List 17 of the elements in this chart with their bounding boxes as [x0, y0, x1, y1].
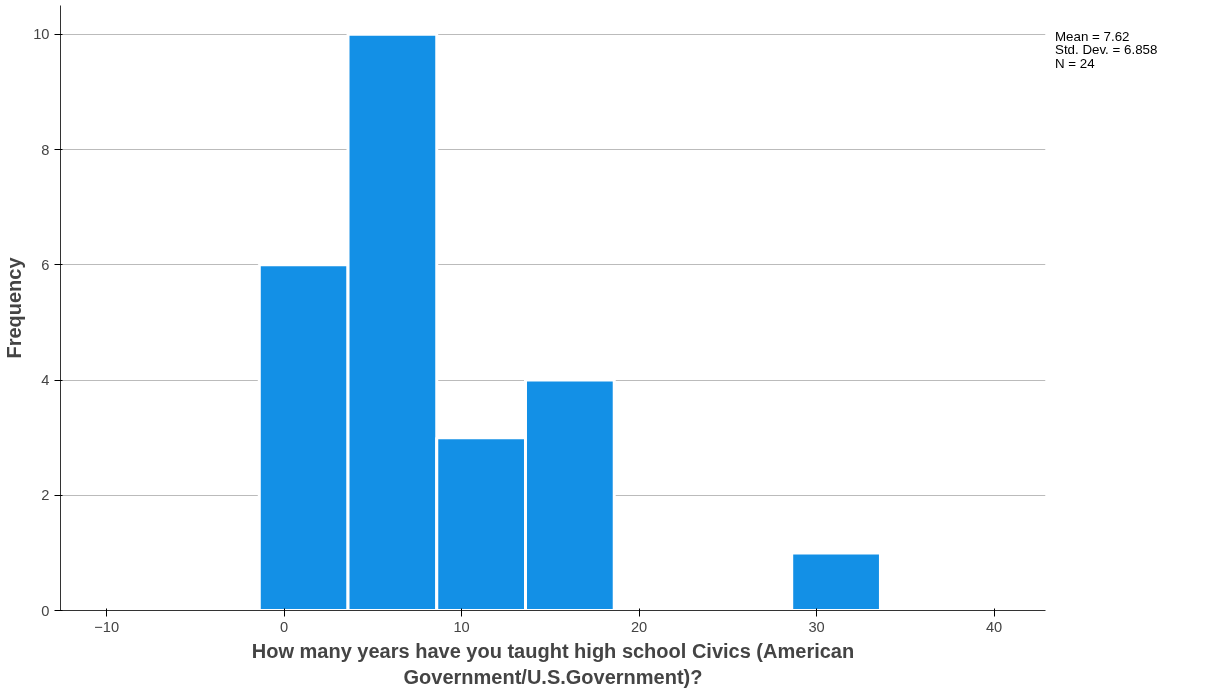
y-tick-label: 6 — [41, 256, 50, 273]
x-tick-label: 10 — [453, 618, 470, 635]
x-tick-label: 20 — [630, 618, 648, 635]
y-axis-title: Frequency — [3, 256, 26, 359]
x-tick-label: 0 — [280, 618, 289, 635]
y-tick-label: 0 — [41, 602, 50, 619]
x-tick-label: −10 — [94, 618, 120, 635]
x-tick-label: 40 — [985, 618, 1003, 635]
text: Std. Dev. = 6.858 — [1055, 42, 1158, 58]
y-tick-label: 4 — [41, 372, 50, 389]
x-tick-label: 30 — [808, 618, 825, 635]
y-tick-label: 10 — [33, 26, 50, 43]
text: Mean = 7.62 — [1055, 29, 1130, 44]
x-axis-title: How many years have you taught high school Civics (American Government/U.S.Government)? — [251, 639, 855, 688]
text: N = 24 — [1055, 55, 1095, 71]
y-tick-label: 8 — [41, 141, 50, 158]
y-tick-label: 2 — [41, 487, 50, 504]
